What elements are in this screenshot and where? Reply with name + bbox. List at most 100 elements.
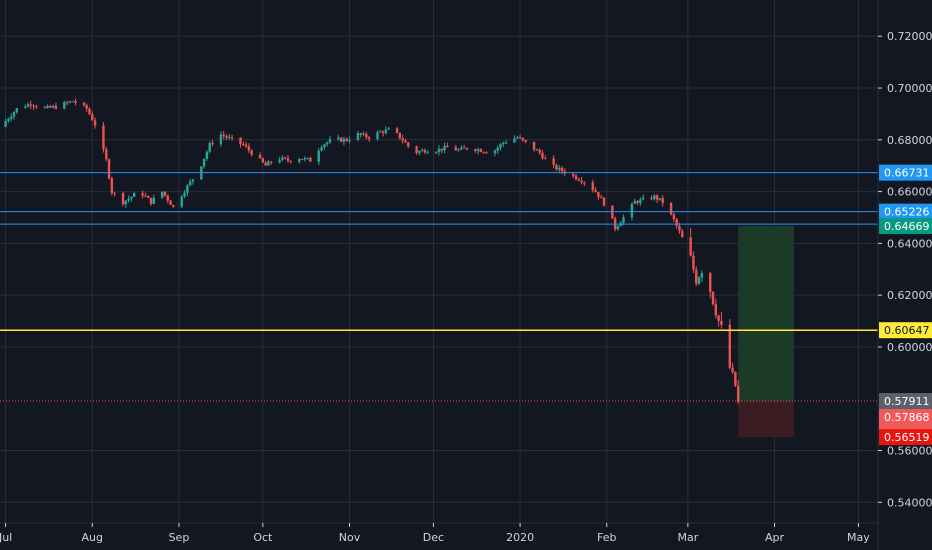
candle-body bbox=[323, 144, 326, 148]
candle-body bbox=[15, 108, 18, 113]
candle-body bbox=[65, 102, 69, 104]
candle-body bbox=[267, 161, 270, 166]
candle-body bbox=[348, 140, 351, 142]
candle-body bbox=[734, 371, 737, 386]
candle-body bbox=[602, 197, 606, 206]
candle-body bbox=[700, 273, 704, 278]
candle-body bbox=[102, 125, 105, 150]
candles bbox=[4, 98, 740, 404]
candle-body bbox=[639, 199, 642, 204]
candle-body bbox=[4, 120, 7, 127]
price-tag-label-last: 0.57911 bbox=[884, 395, 930, 408]
price-tag-label-blue2: 0.65226 bbox=[884, 206, 930, 219]
price-tag-label-entry: 0.64669 bbox=[884, 220, 930, 233]
candle-body bbox=[681, 230, 684, 238]
candle-body bbox=[437, 148, 441, 153]
candle-body bbox=[658, 198, 662, 200]
candle-body bbox=[655, 195, 659, 200]
candle-body bbox=[51, 105, 55, 108]
candle-body bbox=[535, 149, 539, 151]
candle-body bbox=[641, 197, 645, 200]
candle-body bbox=[457, 149, 460, 151]
candle-body bbox=[337, 137, 340, 140]
candle-body bbox=[597, 192, 600, 198]
candle-body bbox=[306, 158, 309, 160]
candle-body bbox=[46, 105, 49, 108]
candle-body bbox=[395, 128, 399, 133]
candle-body bbox=[496, 147, 499, 151]
candle-body bbox=[675, 219, 678, 226]
candle-body bbox=[541, 152, 544, 159]
candle-body bbox=[661, 198, 664, 203]
candle-body bbox=[544, 158, 547, 160]
candle-body bbox=[418, 151, 421, 154]
candle-body bbox=[278, 159, 281, 163]
candle-body bbox=[144, 195, 147, 197]
candle-body bbox=[68, 101, 72, 103]
profit-zone[interactable] bbox=[738, 226, 795, 402]
candle-body bbox=[709, 273, 712, 292]
candle-body bbox=[577, 179, 581, 181]
candle-body bbox=[23, 106, 27, 109]
time-axis[interactable]: Jul Aug Sep Oct Nov Dec 2020 Feb Mar Apr May bbox=[0, 523, 870, 544]
position-tool[interactable] bbox=[738, 226, 795, 438]
candle-body bbox=[482, 152, 485, 154]
candle-body bbox=[583, 182, 586, 184]
candle-body bbox=[286, 158, 290, 161]
candle-body bbox=[325, 142, 329, 145]
loss-zone[interactable] bbox=[738, 401, 795, 438]
candle-body bbox=[404, 140, 407, 143]
candle-body bbox=[345, 138, 348, 141]
candle-body bbox=[516, 137, 519, 139]
candle-body bbox=[476, 149, 480, 151]
candle-body bbox=[7, 118, 10, 121]
candle-body bbox=[367, 137, 371, 139]
candle-body bbox=[415, 146, 418, 154]
candle-body bbox=[130, 196, 133, 199]
candle-body bbox=[384, 129, 388, 134]
y-tick-label: 0.60000 bbox=[887, 341, 932, 354]
candle-body bbox=[558, 167, 561, 170]
candle-body bbox=[297, 159, 301, 162]
candle-body bbox=[264, 162, 267, 166]
candle-body bbox=[26, 104, 30, 107]
x-tick-label: Sep bbox=[169, 531, 190, 544]
x-tick-label: Mar bbox=[677, 531, 698, 544]
y-tick-label: 0.72000 bbox=[887, 30, 932, 43]
candle-body bbox=[211, 143, 214, 145]
candle-body bbox=[376, 132, 379, 139]
price-axis[interactable]: 0.72000 0.70000 0.68000 0.66000 0.64000 0.620… bbox=[878, 30, 932, 509]
candle-body bbox=[303, 158, 306, 160]
candle-body bbox=[328, 139, 332, 143]
price-tag-label-current: 0.57868 bbox=[884, 411, 930, 424]
candle-body bbox=[574, 175, 578, 180]
candle-body bbox=[630, 203, 634, 218]
candle-body bbox=[242, 143, 245, 145]
price-tag-last bbox=[879, 393, 932, 410]
candle-body bbox=[695, 269, 698, 284]
candle-body bbox=[672, 214, 676, 220]
candle-body bbox=[289, 160, 293, 162]
candle-body bbox=[110, 178, 114, 193]
price-tag-blue2 bbox=[879, 203, 932, 220]
x-tick-label: Feb bbox=[597, 531, 616, 544]
candle-body bbox=[85, 105, 88, 109]
horizontal-lines[interactable] bbox=[0, 172, 878, 402]
candle-body bbox=[407, 142, 410, 147]
candle-body bbox=[133, 193, 136, 197]
candle-body bbox=[74, 101, 77, 103]
candle-body bbox=[107, 159, 111, 179]
candle-body bbox=[365, 133, 368, 138]
candle-body bbox=[650, 197, 653, 200]
candle-body bbox=[504, 142, 508, 144]
candle-body bbox=[261, 158, 265, 163]
x-tick-label: Aug bbox=[82, 531, 103, 544]
candle-body bbox=[258, 154, 262, 159]
candle-body bbox=[538, 149, 541, 153]
candle-body bbox=[580, 180, 583, 183]
candle-body bbox=[521, 137, 525, 141]
y-tick-label: 0.70000 bbox=[887, 82, 932, 95]
candle-body bbox=[362, 133, 365, 135]
candle-body bbox=[616, 226, 620, 230]
